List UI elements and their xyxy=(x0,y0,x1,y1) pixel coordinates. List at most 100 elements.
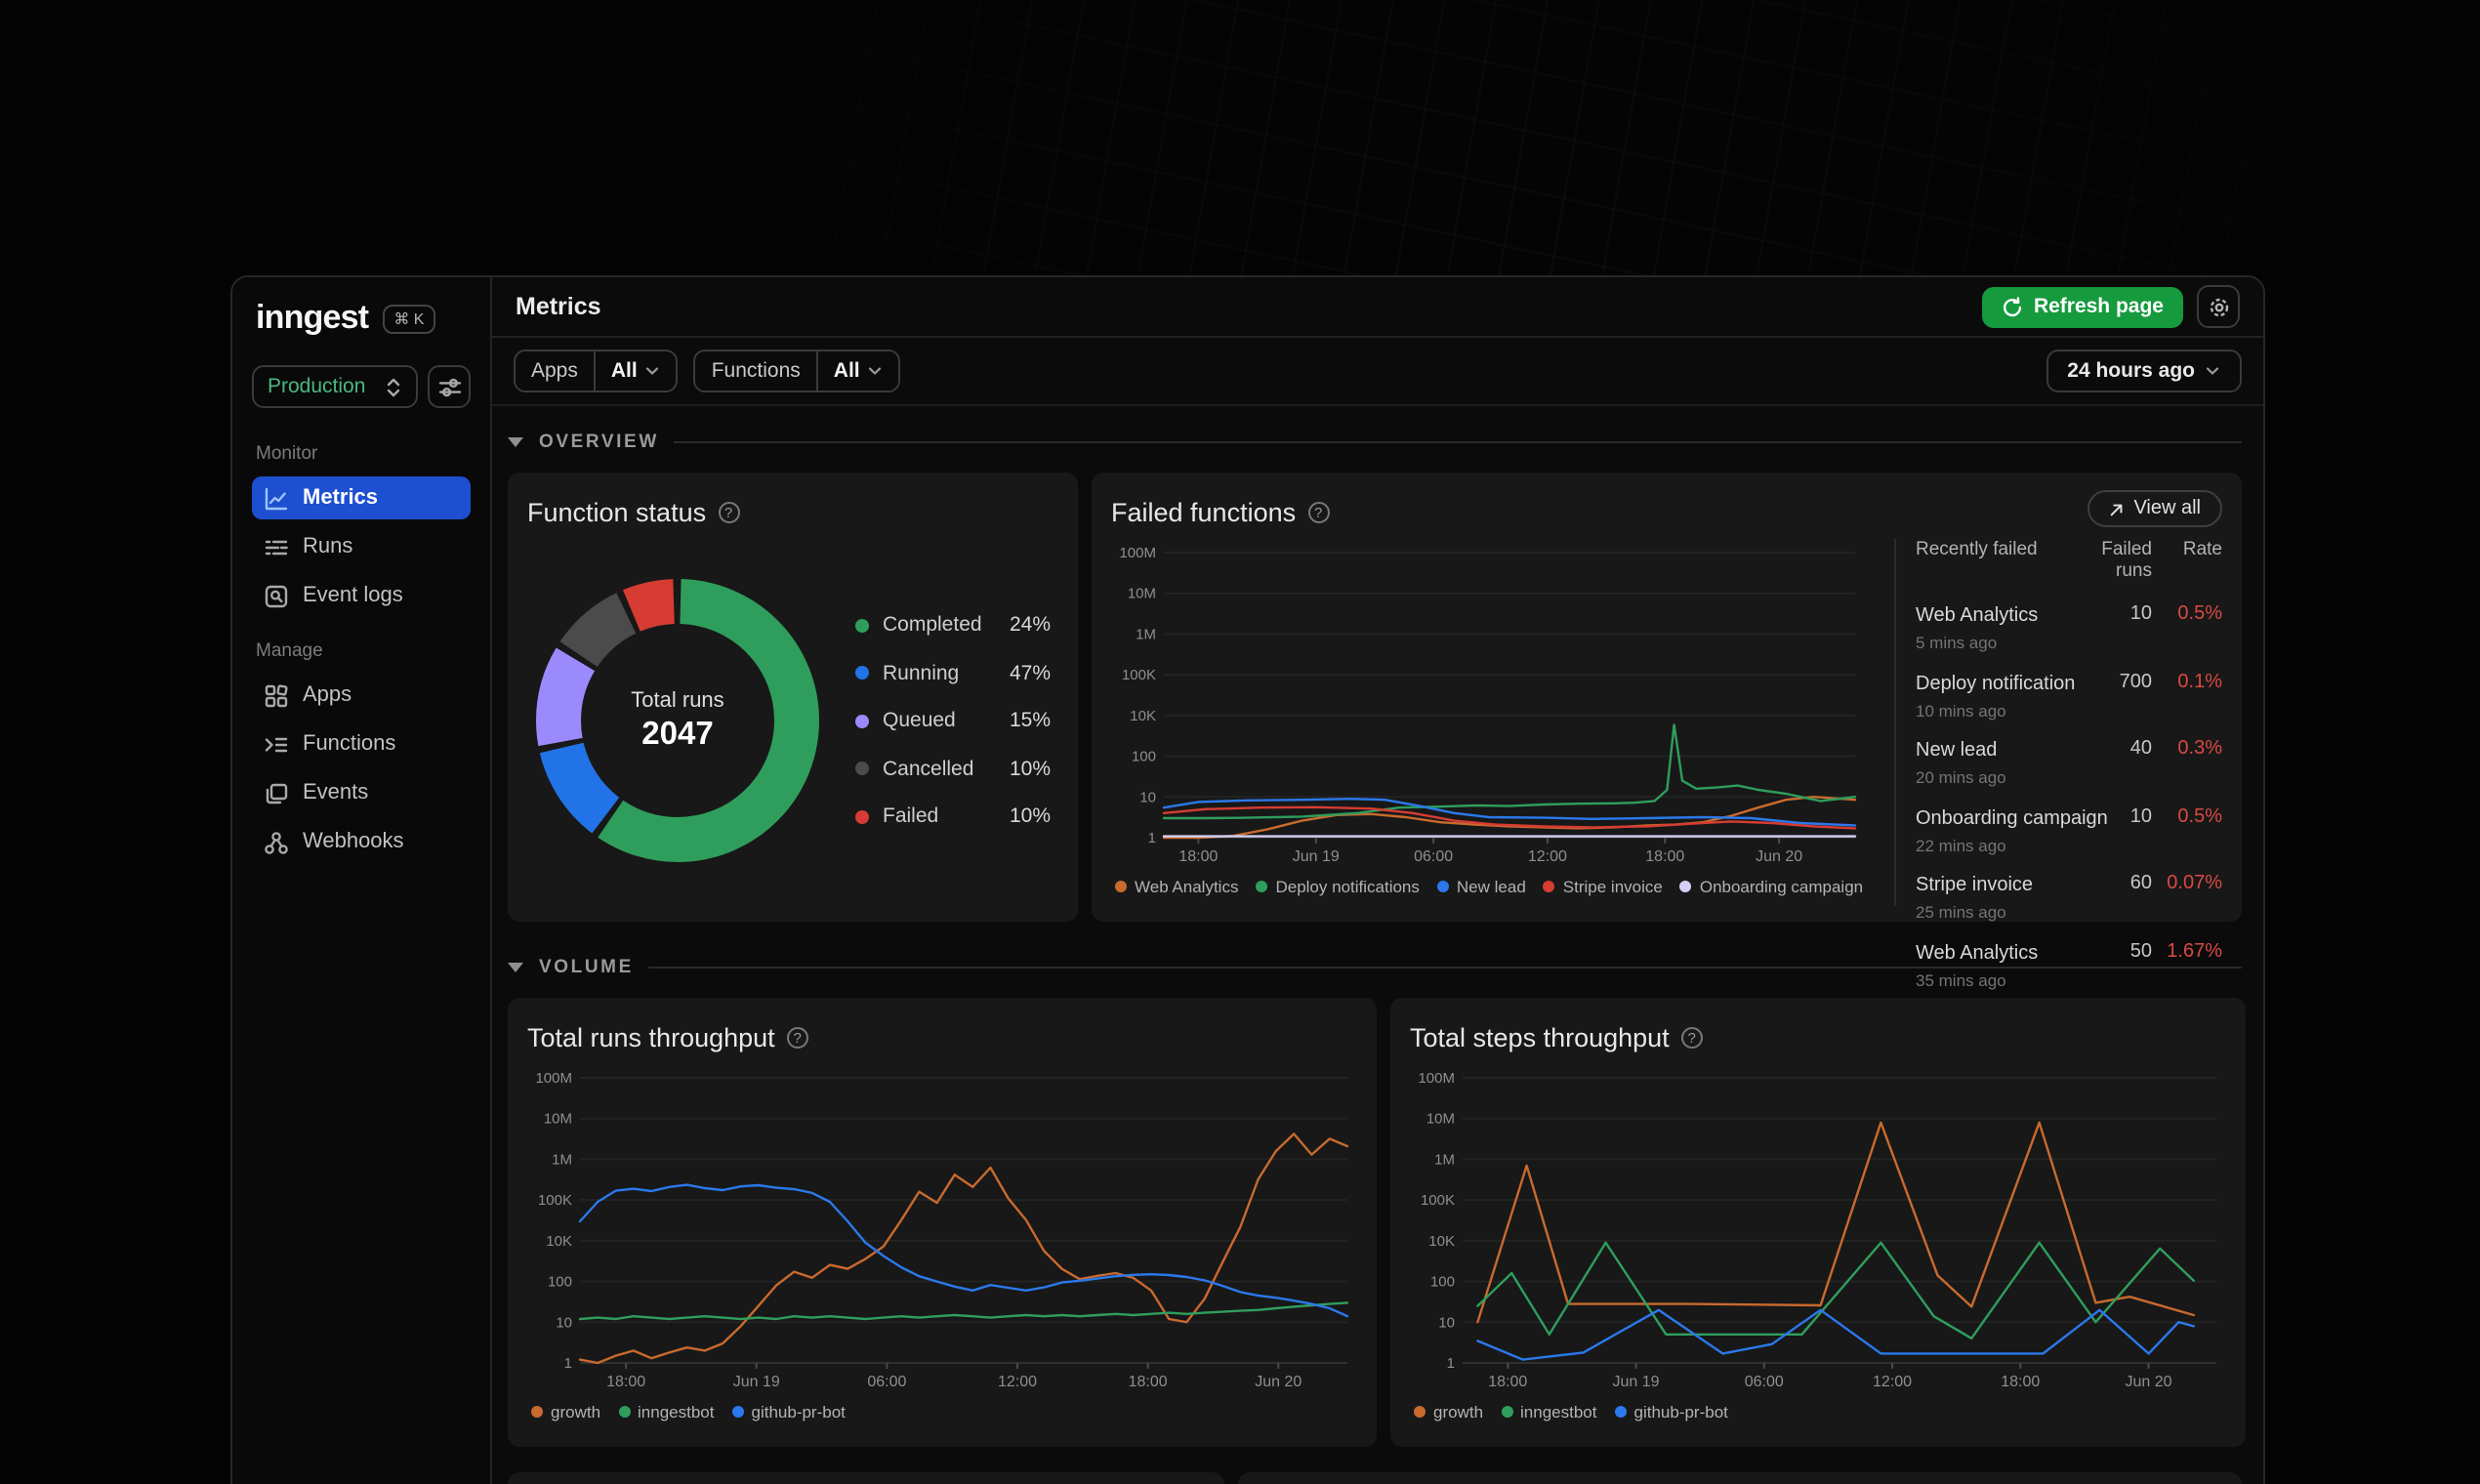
legend-item: github-pr-bot xyxy=(731,1402,846,1422)
view-all-button[interactable]: View all xyxy=(2087,490,2222,527)
total-steps-throughput-card: Total steps throughput 100M10M1M100K10K1… xyxy=(1390,998,2246,1447)
svg-text:18:00: 18:00 xyxy=(1645,848,1684,865)
legend-value: 15% xyxy=(1009,709,1051,732)
legend-value: 10% xyxy=(1009,757,1051,780)
table-header: Recently failed Failed runs Rate xyxy=(1916,539,2222,582)
chevron-down-icon xyxy=(869,367,882,375)
chevron-down-icon xyxy=(646,367,659,375)
legend-value: 47% xyxy=(1009,661,1051,684)
environment-select[interactable]: Production xyxy=(252,365,418,408)
svg-text:12:00: 12:00 xyxy=(1528,848,1567,865)
command-k-badge[interactable]: ⌘ K xyxy=(382,304,436,333)
view-all-label: View all xyxy=(2133,498,2201,519)
donut-center-label: Total runs xyxy=(631,688,724,712)
function-name: Web Analytics xyxy=(1916,605,2039,627)
environment-select-value: Production xyxy=(268,375,366,398)
sidebar-item-event-logs[interactable]: Event logs xyxy=(252,574,471,617)
legend-item: Web Analytics xyxy=(1115,877,1238,896)
sidebar-item-runs[interactable]: Runs xyxy=(252,525,471,568)
total-runs-chart: 100M 10M 1M 100K 10K 100 10 1 18:00 Jun 19 06:00 12… xyxy=(535,1070,1349,1390)
overview-section-header[interactable]: OVERVIEW xyxy=(508,422,2242,461)
help-icon[interactable] xyxy=(1680,1026,1703,1048)
svg-text:06:00: 06:00 xyxy=(1414,848,1453,865)
main-area: Metrics Refresh page Apps All xyxy=(492,277,2263,1484)
time-range-select[interactable]: 24 hours ago xyxy=(2046,350,2242,392)
svg-text:100M: 100M xyxy=(1418,1070,1455,1087)
page-title: Metrics xyxy=(516,293,601,320)
sidebar-item-metrics[interactable]: Metrics xyxy=(252,476,471,519)
sidebar-item-functions[interactable]: Functions xyxy=(252,722,471,765)
svg-text:18:00: 18:00 xyxy=(1178,848,1218,865)
legend-dot xyxy=(1543,881,1555,892)
apps-filter[interactable]: Apps All xyxy=(514,350,679,392)
failed-time: 10 mins ago xyxy=(1916,700,2006,720)
sidebar-item-events[interactable]: Events xyxy=(252,771,471,814)
function-name: Web Analytics xyxy=(1916,942,2039,964)
legend-item: github-pr-bot xyxy=(1614,1402,1728,1422)
help-icon[interactable] xyxy=(718,501,740,522)
function-status-donut-chart xyxy=(536,579,819,862)
svg-text:100K: 100K xyxy=(1122,667,1156,683)
legend-item: growth xyxy=(531,1402,600,1422)
failed-time: 35 mins ago xyxy=(1916,969,2006,989)
external-link-icon xyxy=(2110,503,2122,515)
table-row[interactable]: Web Analytics 5 mins ago 10 0.5% xyxy=(1916,596,2222,652)
chevron-up-down-icon xyxy=(387,377,400,396)
failed-runs: 700 xyxy=(2119,671,2152,692)
legend-label: Deploy notifications xyxy=(1275,877,1420,896)
chevron-down-icon xyxy=(2206,367,2219,375)
settings-button[interactable] xyxy=(2197,285,2240,328)
fn-list-icon xyxy=(264,731,289,757)
env-filter-button[interactable] xyxy=(428,365,471,408)
failed-rate: 0.1% xyxy=(2177,671,2222,692)
function-name: Stripe invoice xyxy=(1916,875,2034,896)
svg-text:Jun 19: Jun 19 xyxy=(1613,1374,1660,1390)
function-name: Onboarding campaign xyxy=(1916,807,2108,829)
table-row[interactable]: New lead 20 mins ago 40 0.3% xyxy=(1916,730,2222,787)
chart-line-icon xyxy=(264,485,289,511)
refresh-page-button[interactable]: Refresh page xyxy=(1982,286,2183,327)
sidebar-item-webhooks[interactable]: Webhooks xyxy=(252,820,471,863)
function-name: Deploy notification xyxy=(1916,673,2076,694)
legend-value: 10% xyxy=(1009,804,1051,828)
sidebar-item-apps[interactable]: Apps xyxy=(252,674,471,717)
sidebar: inngest ⌘ K Production Monitor xyxy=(232,277,492,1484)
function-status-legend: Completed 24% Running 47% Queued 15% Cancel… xyxy=(824,613,1058,828)
table-row[interactable]: Web Analytics 35 mins ago 50 1.67% xyxy=(1916,932,2222,989)
legend-dot xyxy=(531,1406,543,1418)
svg-text:06:00: 06:00 xyxy=(867,1374,906,1390)
collapse-triangle-icon xyxy=(508,962,523,971)
volume-section-header[interactable]: VOLUME xyxy=(508,947,2242,986)
legend-label: Stripe invoice xyxy=(1562,877,1663,896)
failed-rate: 0.3% xyxy=(2177,738,2222,760)
table-row[interactable]: Deploy notification 10 mins ago 700 0.1% xyxy=(1916,663,2222,720)
sidebar-item-label: Runs xyxy=(303,535,353,558)
section-divider xyxy=(648,966,2242,968)
sliders-icon xyxy=(437,377,461,396)
help-icon[interactable] xyxy=(786,1026,808,1048)
svg-text:1M: 1M xyxy=(1434,1151,1455,1168)
table-row[interactable]: Onboarding campaign 22 mins ago 10 0.5% xyxy=(1916,798,2222,854)
legend-label: Completed xyxy=(883,613,982,637)
page-header: Metrics Refresh page xyxy=(492,277,2263,338)
gear-icon xyxy=(2209,297,2228,316)
svg-text:100M: 100M xyxy=(1119,545,1156,561)
col-recently-failed: Recently failed xyxy=(1916,539,2038,560)
list-icon xyxy=(264,534,289,559)
help-icon[interactable] xyxy=(1307,501,1330,522)
table-row[interactable]: Stripe invoice 25 mins ago 60 0.07% xyxy=(1916,865,2222,922)
svg-text:Jun 20: Jun 20 xyxy=(1255,1374,1302,1390)
dashboard-content: OVERVIEW Function status xyxy=(492,406,2263,1484)
failed-time: 25 mins ago xyxy=(1916,902,2006,922)
volume-section-label: VOLUME xyxy=(539,956,634,977)
failed-time: 22 mins ago xyxy=(1916,835,2006,854)
functions-filter[interactable]: Functions All xyxy=(693,350,901,392)
svg-text:10M: 10M xyxy=(1426,1111,1455,1128)
failed-time: 5 mins ago xyxy=(1916,633,1998,652)
sidebar-item-label: Metrics xyxy=(303,486,379,510)
sidebar-item-label: Webhooks xyxy=(303,830,404,853)
legend-dot xyxy=(855,762,869,775)
col-rate: Rate xyxy=(2182,539,2222,560)
sdk-request-throughput-card: SDK request throughput xyxy=(508,1472,1224,1484)
